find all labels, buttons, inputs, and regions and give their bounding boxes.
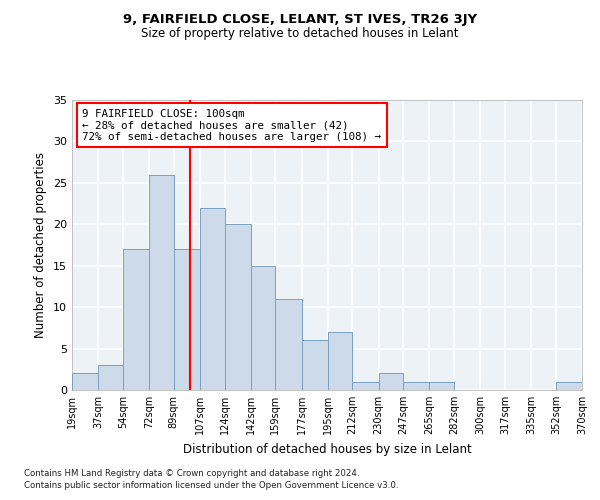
Bar — [98, 365, 123, 390]
Text: Size of property relative to detached houses in Lelant: Size of property relative to detached ho… — [141, 28, 459, 40]
Bar — [224, 224, 251, 390]
Text: 9, FAIRFIELD CLOSE, LELANT, ST IVES, TR26 3JY: 9, FAIRFIELD CLOSE, LELANT, ST IVES, TR2… — [123, 12, 477, 26]
X-axis label: Distribution of detached houses by size in Lelant: Distribution of detached houses by size … — [182, 442, 472, 456]
Bar — [352, 382, 379, 390]
Bar — [556, 382, 582, 390]
Bar — [200, 208, 224, 390]
Bar — [72, 374, 98, 390]
Bar — [379, 374, 403, 390]
Y-axis label: Number of detached properties: Number of detached properties — [34, 152, 47, 338]
Bar — [123, 249, 149, 390]
Bar — [251, 266, 275, 390]
Bar — [302, 340, 328, 390]
Text: 9 FAIRFIELD CLOSE: 100sqm
← 28% of detached houses are smaller (42)
72% of semi-: 9 FAIRFIELD CLOSE: 100sqm ← 28% of detac… — [82, 108, 381, 142]
Bar — [149, 174, 174, 390]
Bar — [328, 332, 352, 390]
Bar — [174, 249, 200, 390]
Bar — [430, 382, 454, 390]
Bar — [275, 299, 302, 390]
Text: Contains public sector information licensed under the Open Government Licence v3: Contains public sector information licen… — [24, 481, 398, 490]
Bar — [403, 382, 430, 390]
Text: Contains HM Land Registry data © Crown copyright and database right 2024.: Contains HM Land Registry data © Crown c… — [24, 468, 359, 477]
